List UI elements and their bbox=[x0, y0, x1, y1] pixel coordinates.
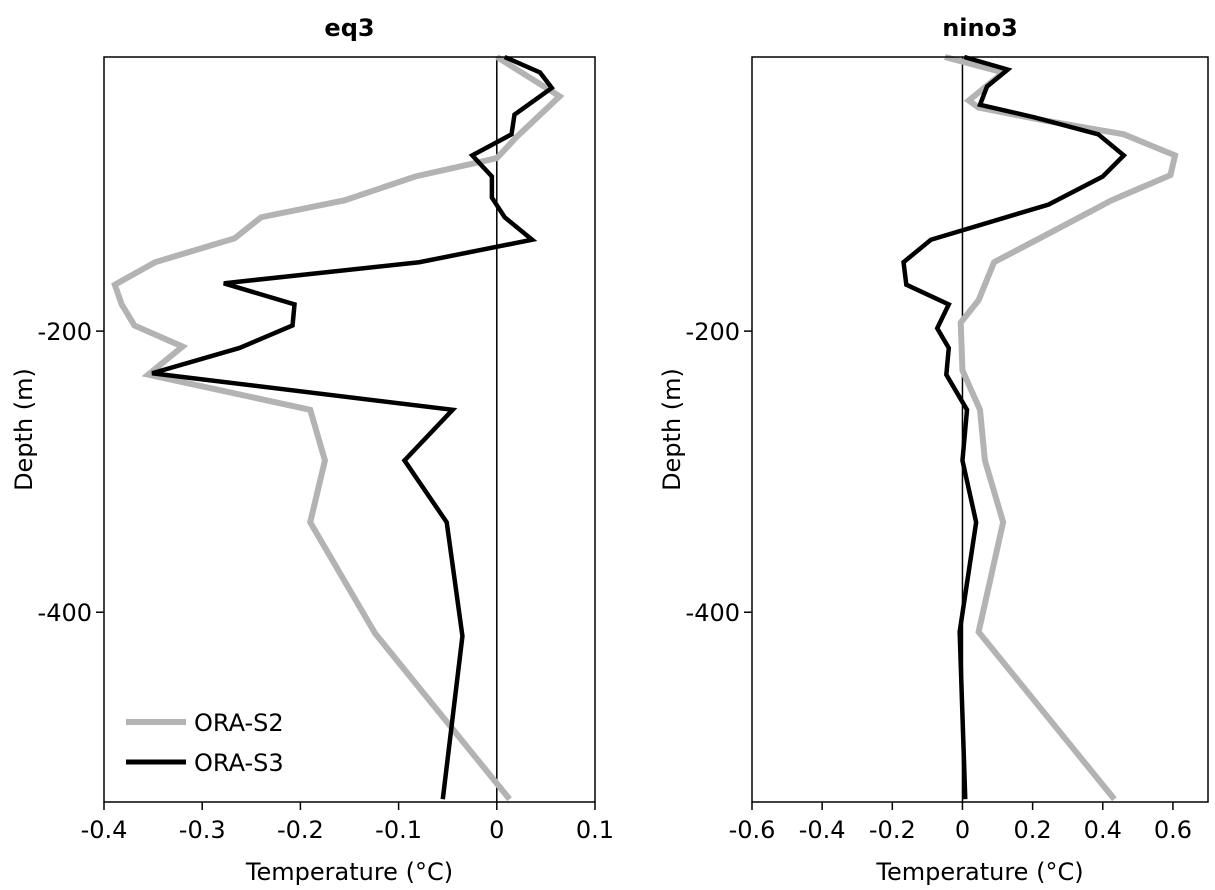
x-tick-label: -0.2 bbox=[869, 816, 916, 844]
x-tick-label: -0.4 bbox=[81, 816, 128, 844]
data-line bbox=[901, 54, 1128, 800]
x-tick-label: 0 bbox=[489, 816, 504, 844]
plot-frame bbox=[103, 56, 596, 803]
x-tick-label: 0 bbox=[955, 816, 970, 844]
data-line bbox=[944, 54, 1179, 802]
x-axis-label: Temperature (°C) bbox=[875, 858, 1083, 886]
x-tick-label: -0.1 bbox=[375, 816, 422, 844]
chart-title: nino3 bbox=[942, 14, 1018, 42]
y-tick-label: -400 bbox=[686, 599, 740, 627]
chart-title: eq3 bbox=[324, 14, 374, 42]
data-line bbox=[151, 54, 555, 800]
y-tick-label: -400 bbox=[38, 599, 92, 627]
x-tick-label: 0.4 bbox=[1084, 816, 1122, 844]
x-tick-label: 0.2 bbox=[1014, 816, 1052, 844]
plot-frame bbox=[751, 56, 1209, 803]
y-axis-label: Depth (m) bbox=[658, 368, 686, 491]
x-tick-label: 0.1 bbox=[576, 816, 614, 844]
x-tick-label: 0.6 bbox=[1154, 816, 1192, 844]
y-axis-label: Depth (m) bbox=[10, 368, 38, 491]
x-tick-label: -0.4 bbox=[799, 816, 846, 844]
x-tick-label: -0.3 bbox=[179, 816, 226, 844]
x-tick-label: -0.6 bbox=[729, 816, 776, 844]
legend-label: ORA-S3 bbox=[194, 749, 284, 777]
x-tick-label: -0.2 bbox=[277, 816, 324, 844]
y-tick-label: -200 bbox=[38, 318, 92, 346]
legend-label: ORA-S2 bbox=[194, 709, 284, 737]
data-line bbox=[111, 54, 565, 802]
x-axis-label: Temperature (°C) bbox=[245, 858, 453, 886]
y-tick-label: -200 bbox=[686, 318, 740, 346]
